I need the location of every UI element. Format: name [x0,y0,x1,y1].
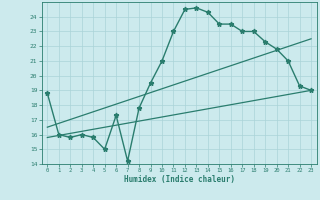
X-axis label: Humidex (Indice chaleur): Humidex (Indice chaleur) [124,175,235,184]
